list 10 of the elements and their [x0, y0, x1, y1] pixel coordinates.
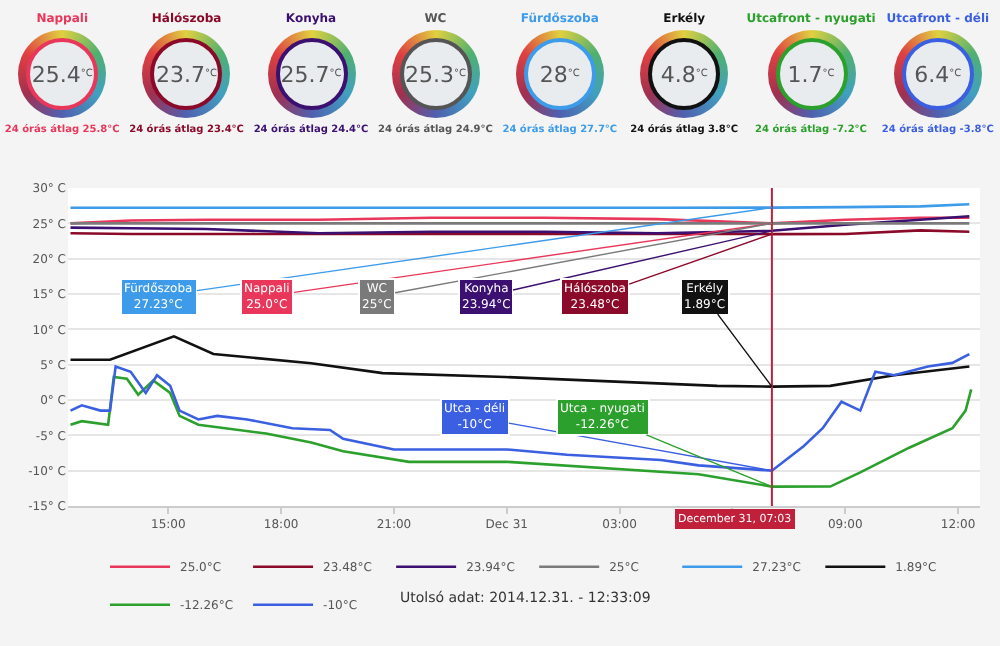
data-label: 1.7 [787, 61, 823, 87]
data-label: 25.7 [280, 61, 330, 87]
data-label: 25.3 [404, 61, 454, 87]
data-label: 23.7 [156, 61, 206, 87]
data-label: 4.8 [660, 61, 696, 87]
line-series [69, 352, 971, 472]
line-series [69, 375, 973, 488]
data-label: 25.4 [31, 61, 81, 87]
data-label: 6.4 [914, 61, 950, 87]
data-label: 28 [539, 61, 568, 87]
